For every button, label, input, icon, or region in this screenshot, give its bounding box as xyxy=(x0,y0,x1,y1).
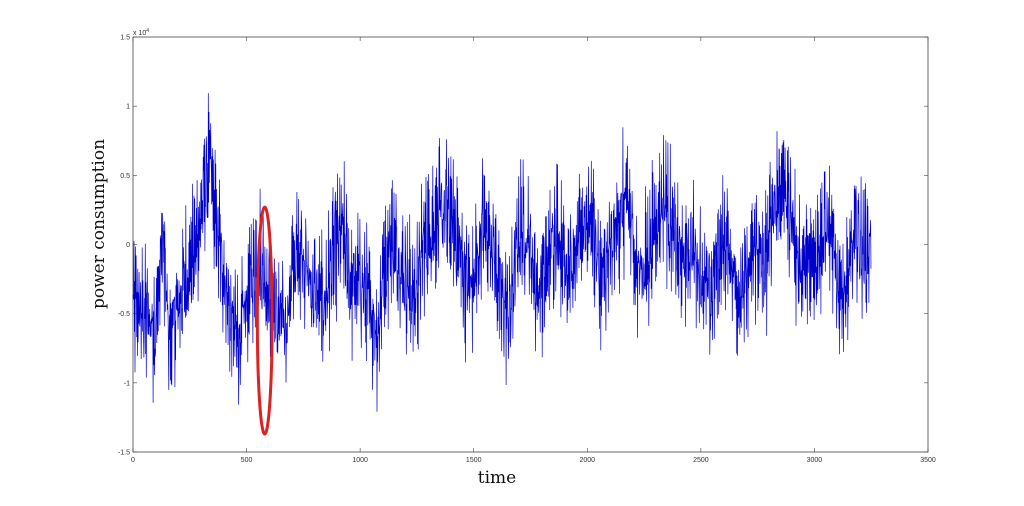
x-tick-label: 500 xyxy=(241,457,253,464)
y-tick-label: -1 xyxy=(124,380,130,387)
x-tick-label: 2000 xyxy=(579,457,595,464)
x-axis-label: time xyxy=(478,468,516,488)
highlight-ellipse xyxy=(255,205,274,436)
y-tick-label: -1.5 xyxy=(118,450,130,457)
x-tick-label: 3000 xyxy=(807,457,823,464)
x-tick-label: 3500 xyxy=(920,457,936,464)
y-tick-label: 1.5 xyxy=(120,35,130,42)
multiplier-base: x 10 xyxy=(133,30,146,37)
y-tick-label: -0.5 xyxy=(118,311,130,318)
tick-group xyxy=(132,36,929,453)
y-tick-label: 0.5 xyxy=(120,173,130,180)
y-axis-multiplier: x 104 xyxy=(133,28,149,37)
x-tick-label: 1000 xyxy=(352,457,368,464)
x-tick-label: 0 xyxy=(131,457,135,464)
tick-label-group: 0 500 1000 1500 2000 2500 3000 3500 -1.5 -1 -0.5 0 0… xyxy=(118,35,936,465)
y-tick-label: 0 xyxy=(126,242,130,249)
y-axis-label: power consumption xyxy=(89,139,109,309)
x-tick-label: 2500 xyxy=(693,457,709,464)
y-tick-label: 1 xyxy=(126,104,130,111)
multiplier-exponent: 4 xyxy=(146,28,149,34)
data-series-line xyxy=(132,93,872,412)
x-tick-label: 1500 xyxy=(466,457,482,464)
